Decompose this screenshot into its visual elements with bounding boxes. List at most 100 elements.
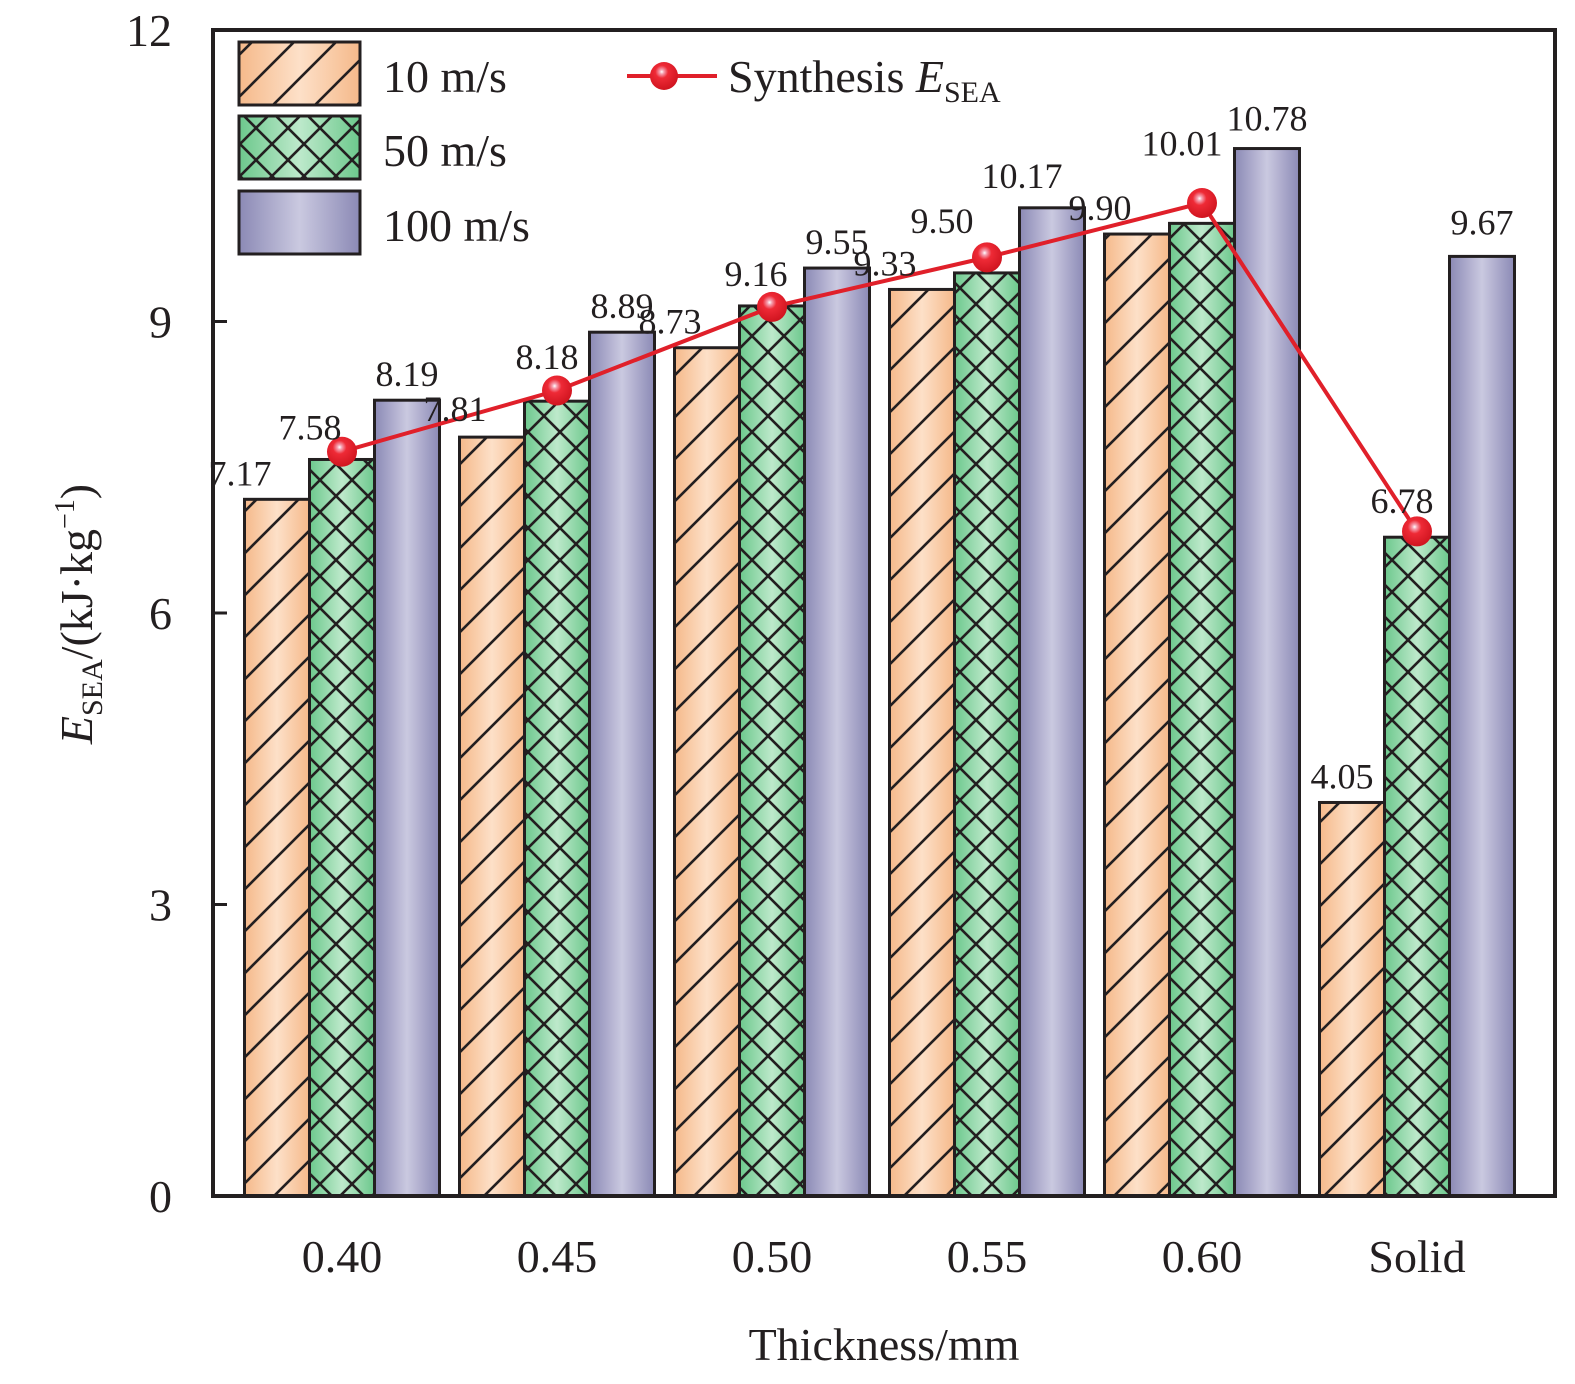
x-tick-label: 0.50 <box>732 1231 813 1282</box>
synthesis-point-0.50 <box>757 291 787 322</box>
data-label-50ms-0.50: 9.16 <box>725 254 788 294</box>
x-tick-label: Solid <box>1368 1231 1465 1282</box>
bar-10ms-Solid <box>1318 800 1386 1198</box>
y-axis-title-sup: −1 <box>50 499 81 529</box>
bar-100ms-Solid <box>1448 254 1516 1198</box>
data-label-100ms-0.55: 10.17 <box>982 156 1063 196</box>
y-tick-label: 9 <box>149 297 172 348</box>
x-tick-label: 0.60 <box>1162 1231 1243 1282</box>
data-label-100ms-0.50: 9.55 <box>806 222 869 262</box>
bar-hatch <box>309 459 375 1196</box>
bar-50ms-0.45 <box>523 399 591 1198</box>
y-tick-label: 3 <box>149 880 172 931</box>
bar-fill <box>1019 207 1085 1196</box>
bar-hatch <box>1384 537 1450 1196</box>
bar-10ms-0.55 <box>888 287 956 1198</box>
bar-hatch <box>524 401 590 1197</box>
y-axis-title-close: ) <box>51 484 102 499</box>
y-tick-label: 12 <box>126 5 172 56</box>
data-label-100ms-0.60: 10.78 <box>1227 99 1308 139</box>
y-axis-title-unit: /(kJ·kg <box>51 529 102 659</box>
data-label-50ms-0.60: 10.01 <box>1142 123 1223 163</box>
bar-10ms-0.60 <box>1103 232 1171 1198</box>
data-label-10ms-0.40: 7.17 <box>209 453 272 493</box>
x-axis: 0.40 0.45 0.50 0.55 0.60 Solid <box>302 1231 1466 1282</box>
legend: 10 m/s 50 m/s 100 m/s Synthesis ESEA <box>237 40 1001 256</box>
synthesis-line-layer <box>327 187 1432 547</box>
data-label-100ms-Solid: 9.67 <box>1451 202 1514 242</box>
bar-hatch <box>1104 234 1170 1197</box>
bar-hatch <box>244 499 310 1196</box>
bar-fill <box>589 332 655 1196</box>
bar-50ms-Solid <box>1383 535 1451 1198</box>
legend-item-synthesis: Synthesis ESEA <box>627 51 1001 109</box>
y-tick-label: 6 <box>149 588 172 639</box>
legend-swatch-100ms <box>237 189 362 256</box>
legend-swatch-10ms-hatch <box>237 40 362 107</box>
y-axis-title: ESEA/(kJ·kg−1) <box>50 484 109 745</box>
data-label-10ms-0.60: 9.90 <box>1069 188 1132 228</box>
x-tick-label: 0.40 <box>302 1231 383 1282</box>
data-label-50ms-0.55: 9.50 <box>911 201 974 241</box>
data-label-10ms-0.50: 8.73 <box>639 302 702 342</box>
synthesis-line <box>341 200 1419 533</box>
data-labels-layer: 7.17 7.81 8.73 9.33 9.90 4.05 7.58 8.18 9.16 9.50… <box>209 99 1514 797</box>
bar-hatch <box>1319 802 1385 1196</box>
bar-10ms-0.50 <box>673 346 741 1198</box>
bar-100ms-0.55 <box>1018 206 1086 1198</box>
bar-50ms-0.50 <box>738 304 806 1198</box>
bar-fill <box>804 268 870 1196</box>
x-axis-title: Thickness/mm <box>749 1319 1020 1370</box>
bar-hatch <box>459 437 525 1197</box>
data-label-100ms-0.40: 8.19 <box>376 354 439 394</box>
legend-item-10ms: 10 m/s <box>237 40 507 107</box>
data-label-50ms-Solid: 6.78 <box>1371 481 1434 521</box>
bar-fill <box>1449 256 1515 1197</box>
legend-label-synthesis-symbol: E <box>915 51 944 102</box>
bar-fill <box>1234 148 1300 1196</box>
bar-100ms-0.60 <box>1233 147 1301 1198</box>
bar-100ms-0.45 <box>588 330 656 1198</box>
bar-50ms-0.55 <box>953 271 1021 1198</box>
legend-label-50ms: 50 m/s <box>383 125 507 176</box>
bar-10ms-0.45 <box>458 435 526 1198</box>
bar-hatch <box>1169 223 1235 1196</box>
synthesis-point-0.55 <box>972 242 1002 273</box>
y-axis: 0 3 6 9 12 <box>126 5 227 1222</box>
data-label-50ms-0.45: 8.18 <box>516 337 579 377</box>
x-tick-label: 0.45 <box>517 1231 598 1282</box>
synthesis-point-0.60 <box>1187 187 1217 218</box>
data-label-10ms-0.55: 9.33 <box>854 243 917 283</box>
y-axis-title-sub: SEA <box>76 659 109 716</box>
bar-50ms-0.40 <box>308 457 376 1198</box>
legend-marker-synthesis <box>650 62 678 90</box>
bar-hatch <box>674 347 740 1196</box>
legend-swatch-50ms-hatch <box>237 114 362 181</box>
bar-hatch <box>954 272 1020 1197</box>
synthesis-point-0.40 <box>327 436 357 467</box>
legend-label-synthesis-sub: SEA <box>944 76 1001 109</box>
data-label-10ms-0.45: 7.81 <box>424 389 487 429</box>
x-tick-label: 0.55 <box>947 1231 1028 1282</box>
y-tick-label: 0 <box>149 1171 172 1222</box>
legend-label-10ms: 10 m/s <box>383 51 507 102</box>
bar-fill <box>374 400 440 1197</box>
synthesis-point-0.45 <box>542 375 572 406</box>
bar-hatch <box>889 289 955 1196</box>
data-label-10ms-Solid: 4.05 <box>1311 756 1374 796</box>
bars-layer <box>243 147 1516 1198</box>
bar-50ms-0.60 <box>1168 221 1236 1198</box>
legend-label-synthesis: Synthesis ESEA <box>728 51 1001 109</box>
bar-10ms-0.40 <box>243 497 311 1198</box>
legend-item-50ms: 50 m/s <box>237 114 507 181</box>
y-axis-title-symbol: E <box>51 716 102 745</box>
legend-label-synthesis-text: Synthesis <box>728 51 904 102</box>
bar-100ms-0.40 <box>373 398 441 1198</box>
legend-item-100ms: 100 m/s <box>237 189 530 256</box>
bar-100ms-0.50 <box>803 266 871 1198</box>
legend-label-100ms: 100 m/s <box>383 200 530 251</box>
data-label-50ms-0.40: 7.58 <box>279 407 342 447</box>
synthesis-point-Solid <box>1402 516 1432 547</box>
data-label-100ms-0.45: 8.89 <box>591 286 654 326</box>
